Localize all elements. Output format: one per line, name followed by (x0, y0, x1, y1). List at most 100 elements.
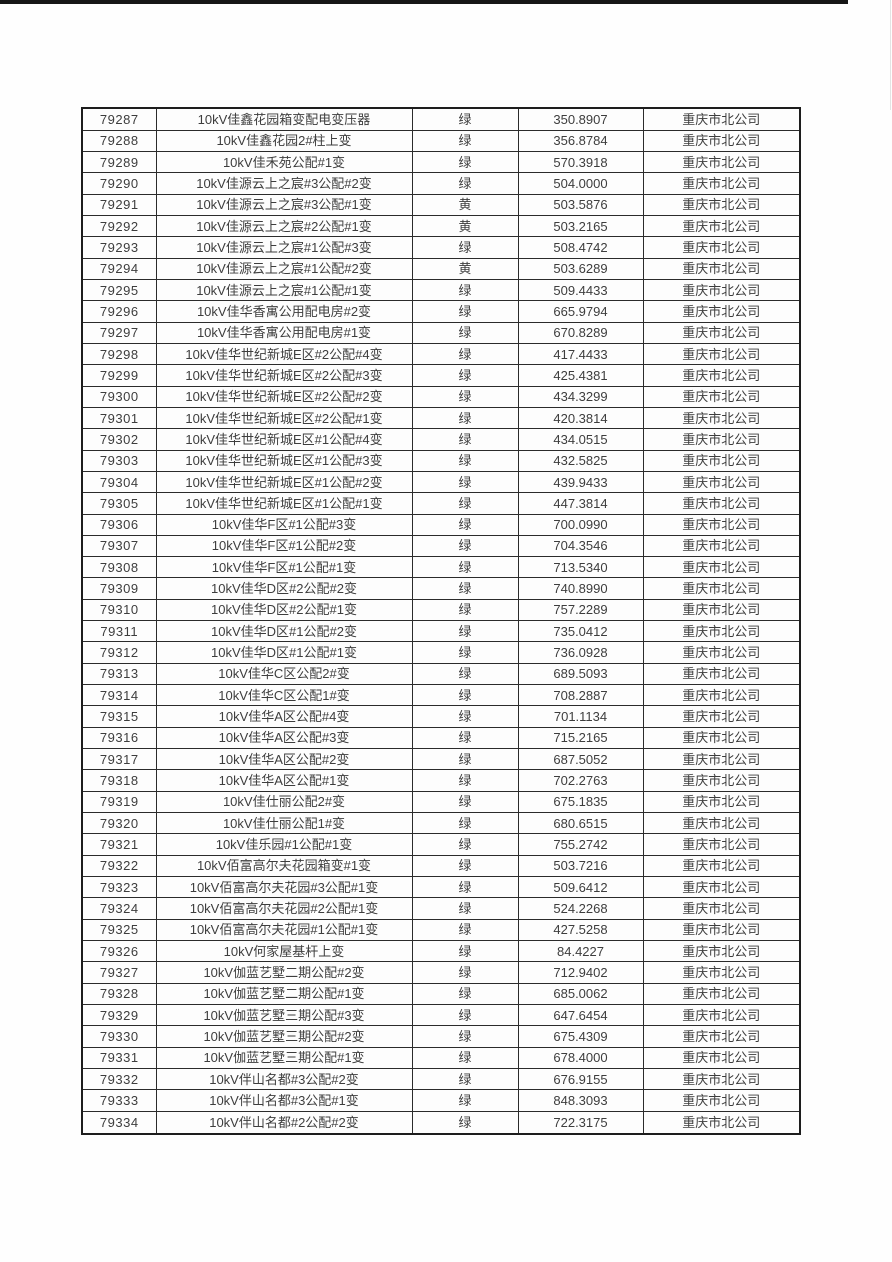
company-cell: 重庆市北公司 (642, 278, 801, 302)
record-id-cell: 79319 (81, 790, 157, 814)
value-cell: 356.8784 (517, 129, 644, 152)
table-row: 79291 10kV佳源云上之宸#3公配#1变 黄 503.5876 重庆市北公… (81, 193, 801, 216)
device-name-cell: 10kV佳源云上之宸#3公配#1变 (155, 193, 413, 216)
device-name-cell: 10kV佳华F区#1公配#3变 (155, 513, 413, 536)
table-row: 79333 10kV伴山名都#3公配#1变 绿 848.3093 重庆市北公司 (81, 1089, 801, 1112)
company-cell: 重庆市北公司 (642, 854, 801, 878)
record-id-cell: 79303 (81, 449, 157, 472)
value-cell: 425.4381 (517, 364, 644, 387)
company-cell: 重庆市北公司 (642, 150, 801, 174)
table-row: 79309 10kV佳华D区#2公配#2变 绿 740.8990 重庆市北公司 (81, 577, 801, 600)
value-cell: 687.5052 (517, 748, 644, 771)
device-name-cell: 10kV佳华D区#1公配#2变 (155, 620, 413, 643)
record-id-cell: 79288 (81, 129, 157, 152)
record-id-cell: 79310 (81, 598, 157, 622)
table-row: 79319 10kV佳仕丽公配2#变 绿 675.1835 重庆市北公司 (81, 790, 801, 814)
company-cell: 重庆市北公司 (642, 236, 801, 259)
status-cell: 黄 (411, 257, 519, 280)
table-row: 79326 10kV何家屋基杆上变 绿 84.4227 重庆市北公司 (81, 940, 801, 963)
device-name-cell: 10kV佳鑫花园2#柱上变 (155, 129, 413, 152)
company-cell: 重庆市北公司 (642, 449, 801, 472)
record-id-cell: 79330 (81, 1025, 157, 1048)
device-name-cell: 10kV佳华A区公配#1变 (155, 769, 413, 792)
status-cell: 绿 (411, 492, 519, 515)
value-cell: 722.3175 (517, 1110, 644, 1135)
company-cell: 重庆市北公司 (642, 769, 801, 792)
record-id-cell: 79295 (81, 278, 157, 302)
company-cell: 重庆市北公司 (642, 214, 801, 238)
status-cell: 黄 (411, 214, 519, 238)
status-cell: 绿 (411, 1004, 519, 1027)
company-cell: 重庆市北公司 (642, 342, 801, 366)
table-row: 79303 10kV佳华世纪新城E区#1公配#3变 绿 432.5825 重庆市… (81, 449, 801, 472)
record-id-cell: 79318 (81, 769, 157, 792)
record-id-cell: 79313 (81, 662, 157, 686)
table-row: 79325 10kV佰富高尔夫花园#1公配#1变 绿 427.5258 重庆市北… (81, 918, 801, 942)
table-row: 79297 10kV佳华香寓公用配电房#1变 绿 670.8289 重庆市北公司 (81, 321, 801, 344)
record-id-cell: 79322 (81, 854, 157, 878)
table-row: 79322 10kV佰富高尔夫花园箱变#1变 绿 503.7216 重庆市北公司 (81, 854, 801, 878)
table-row: 79310 10kV佳华D区#2公配#1变 绿 757.2289 重庆市北公司 (81, 598, 801, 622)
record-id-cell: 79291 (81, 193, 157, 216)
status-cell: 绿 (411, 961, 519, 984)
table-row: 79290 10kV佳源云上之宸#3公配#2变 绿 504.0000 重庆市北公… (81, 172, 801, 195)
device-name-cell: 10kV佳华D区#1公配#1变 (155, 641, 413, 664)
table-row: 79304 10kV佳华世纪新城E区#1公配#2变 绿 439.9433 重庆市… (81, 470, 801, 494)
company-cell: 重庆市北公司 (642, 726, 801, 750)
device-name-cell: 10kV佳华世纪新城E区#2公配#2变 (155, 385, 413, 408)
record-id-cell: 79329 (81, 1004, 157, 1027)
table-row: 79302 10kV佳华世纪新城E区#1公配#4变 绿 434.0515 重庆市… (81, 428, 801, 451)
device-name-cell: 10kV佰富高尔夫花园#3公配#1变 (155, 876, 413, 899)
company-cell: 重庆市北公司 (642, 470, 801, 494)
company-cell: 重庆市北公司 (642, 598, 801, 622)
company-cell: 重庆市北公司 (642, 172, 801, 195)
company-cell: 重庆市北公司 (642, 1110, 801, 1135)
value-cell: 848.3093 (517, 1089, 644, 1112)
status-cell: 绿 (411, 940, 519, 963)
value-cell: 676.9155 (517, 1068, 644, 1091)
status-cell: 绿 (411, 385, 519, 408)
device-name-cell: 10kV佰富高尔夫花园箱变#1变 (155, 854, 413, 878)
company-cell: 重庆市北公司 (642, 406, 801, 430)
record-id-cell: 79296 (81, 300, 157, 323)
value-cell: 509.6412 (517, 876, 644, 899)
value-cell: 504.0000 (517, 172, 644, 195)
value-cell: 713.5340 (517, 556, 644, 579)
device-name-cell: 10kV佳源云上之宸#1公配#3变 (155, 236, 413, 259)
company-cell: 重庆市北公司 (642, 748, 801, 771)
table-row: 79298 10kV佳华世纪新城E区#2公配#4变 绿 417.4433 重庆市… (81, 342, 801, 366)
device-name-cell: 10kV佳禾苑公配#1变 (155, 150, 413, 174)
status-cell: 绿 (411, 918, 519, 942)
record-id-cell: 79308 (81, 556, 157, 579)
device-name-cell: 10kV伴山名都#2公配#2变 (155, 1110, 413, 1135)
table-row: 79311 10kV佳华D区#1公配#2变 绿 735.0412 重庆市北公司 (81, 620, 801, 643)
company-cell: 重庆市北公司 (642, 1068, 801, 1091)
device-name-cell: 10kV佳华世纪新城E区#1公配#1变 (155, 492, 413, 515)
device-name-cell: 10kV佳华F区#1公配#1变 (155, 556, 413, 579)
device-name-cell: 10kV佳华世纪新城E区#2公配#4变 (155, 342, 413, 366)
scan-edge-line (890, 0, 891, 110)
record-id-cell: 79287 (81, 107, 157, 131)
value-cell: 702.2763 (517, 769, 644, 792)
status-cell: 绿 (411, 556, 519, 579)
value-cell: 678.4000 (517, 1046, 644, 1070)
value-cell: 503.2165 (517, 214, 644, 238)
status-cell: 绿 (411, 577, 519, 600)
record-id-cell: 79298 (81, 342, 157, 366)
value-cell: 434.3299 (517, 385, 644, 408)
table-row: 79287 10kV佳鑫花园箱变配电变压器 绿 350.8907 重庆市北公司 (81, 107, 801, 131)
company-cell: 重庆市北公司 (642, 492, 801, 515)
status-cell: 绿 (411, 364, 519, 387)
status-cell: 绿 (411, 534, 519, 558)
status-cell: 绿 (411, 705, 519, 728)
record-id-cell: 79309 (81, 577, 157, 600)
record-id-cell: 79317 (81, 748, 157, 771)
value-cell: 503.6289 (517, 257, 644, 280)
value-cell: 685.0062 (517, 982, 644, 1006)
device-name-cell: 10kV佳鑫花园箱变配电变压器 (155, 107, 413, 131)
table-row: 79313 10kV佳华C区公配2#变 绿 689.5093 重庆市北公司 (81, 662, 801, 686)
table-row: 79292 10kV佳源云上之宸#2公配#1变 黄 503.2165 重庆市北公… (81, 214, 801, 238)
company-cell: 重庆市北公司 (642, 534, 801, 558)
status-cell: 绿 (411, 620, 519, 643)
status-cell: 绿 (411, 876, 519, 899)
